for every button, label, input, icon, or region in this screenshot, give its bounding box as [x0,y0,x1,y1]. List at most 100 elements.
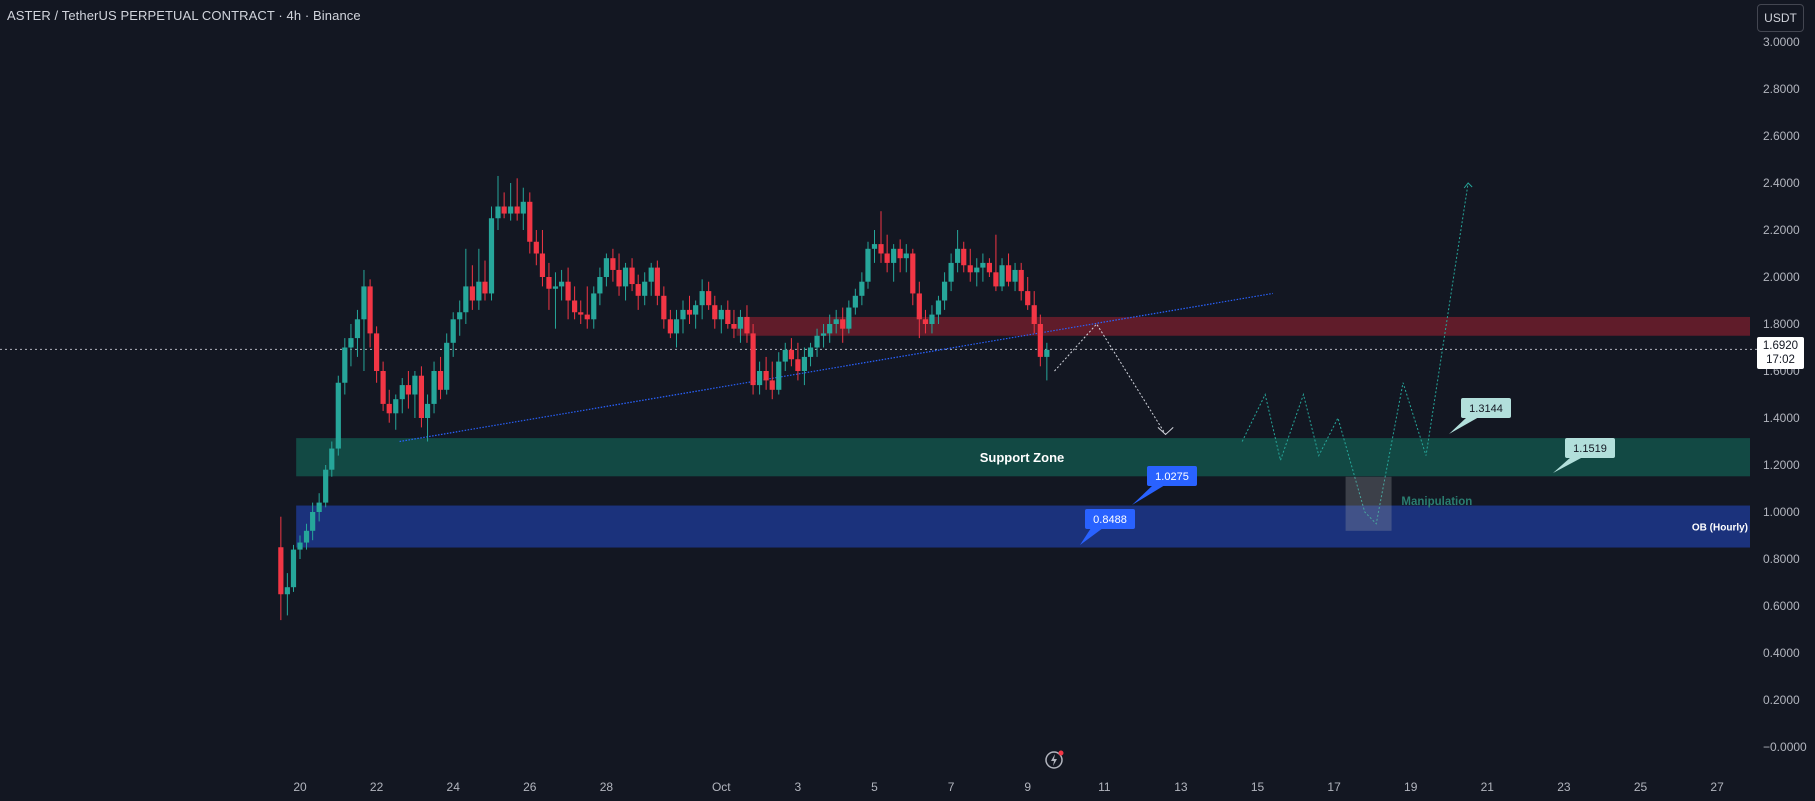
labels-layer: Support Zone OB (Hourly) Manipulation 1.314… [980,398,1748,545]
candle [412,371,418,418]
candle [335,375,341,456]
trendline-layer [399,292,1273,443]
candle-body [323,469,329,503]
candle [450,312,456,357]
candle [712,295,718,329]
x-tick-label: 28 [600,780,614,794]
candle [725,300,731,329]
candle-body [763,371,769,381]
candle [310,502,316,541]
y-tick-label: 1.2000 [1763,458,1800,472]
candle-body [757,371,763,386]
candle-body [527,201,533,242]
candle-body [718,309,724,320]
candle-body [335,382,341,449]
candle-body [463,286,469,313]
candle-body [546,277,552,289]
candle [648,262,654,296]
candle-body [533,241,539,254]
x-tick-label: 27 [1710,780,1724,794]
candle-body [731,324,737,329]
candle-body [680,309,686,320]
current-price-tag: 1.6920 17:02 [1757,337,1804,369]
candle [820,324,827,348]
manipulation-label: Manipulation [1401,496,1472,508]
candle-body [859,281,865,296]
candle [1044,342,1050,381]
candle [635,274,641,310]
candle-body [431,371,437,404]
candle [680,300,686,334]
candle [444,333,450,395]
candle [361,269,367,371]
candle-body [1031,305,1037,324]
candle [941,272,948,310]
candle [1005,253,1012,287]
candle [297,535,303,559]
y-tick-label: 2.0000 [1763,270,1800,284]
x-tick-label: 5 [871,780,878,794]
candle [763,356,769,390]
candle [929,305,935,334]
candle [1012,262,1018,292]
candle-body [948,262,954,282]
candle-body [725,309,731,324]
callout-box [1565,438,1615,458]
candle [1025,277,1031,310]
candle-body [1012,269,1018,282]
candle-body [871,244,878,249]
candle [558,269,565,301]
candle-body [706,291,712,306]
candle-body [865,248,871,282]
candle-body [642,281,648,296]
candle [284,573,290,616]
support-bottom-callout: 1.1519 [1553,438,1615,473]
candle [840,307,846,343]
candle [457,300,463,336]
candle [610,248,616,282]
candle [737,309,744,343]
candle [386,389,392,423]
candle [871,230,878,263]
candle [993,234,999,292]
ob-hourly-label: OB (Hourly) [1692,523,1748,534]
candle [495,175,501,230]
candle [801,347,808,386]
callout-pointer [1553,457,1583,473]
support-zone-label: Support Zone [980,450,1065,465]
candle [807,342,814,367]
candle-body [769,380,775,390]
ob-bottom-callout: 0.8488 [1080,509,1135,545]
callout-box [1147,466,1197,486]
y-tick-label: 1.0000 [1763,505,1800,519]
candle [769,361,775,400]
x-tick-label: 20 [293,780,307,794]
candle [514,178,520,221]
y-axis: 3.0000 2.8000 2.6000 2.4000 2.2000 2.0000 1.80… [1763,35,1807,754]
callout-value: 1.1519 [1573,443,1607,455]
candle [859,272,865,306]
candle-body [418,375,425,418]
candle [1031,291,1037,334]
candle-body [922,319,929,324]
candle-body [737,316,744,329]
y-tick-label: 1.4000 [1763,411,1800,425]
candle-body [616,269,622,287]
candle [1037,314,1043,367]
candle-body [673,319,680,334]
resistance-zone [736,316,1750,336]
candle [776,352,782,395]
symbol-title[interactable]: ASTER / TetherUS PERPETUAL CONTRACT · 4h… [7,8,361,23]
ob-top-callout: 1.0275 [1132,466,1197,505]
candle [501,192,507,219]
candle-body [469,286,475,301]
candle [884,234,890,273]
candle [814,328,820,357]
candle-body [386,403,392,414]
currency-button[interactable]: USDT [1757,4,1804,32]
candle [642,272,648,306]
candle-body [941,281,948,301]
lightning-replay-icon[interactable] [1044,750,1064,770]
candle-body [814,335,820,348]
